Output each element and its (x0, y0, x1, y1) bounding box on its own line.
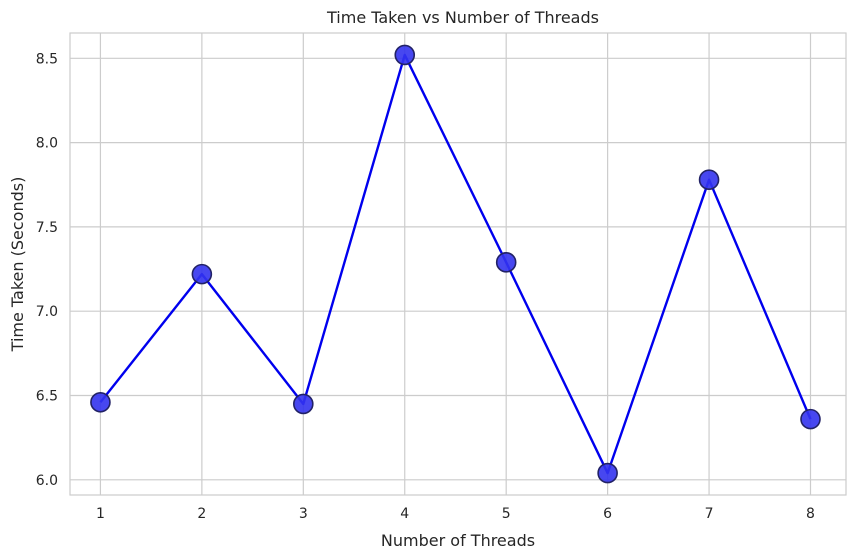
y-tick-label: 6.5 (36, 389, 58, 405)
data-point (293, 393, 314, 415)
x-tick-label: 4 (400, 506, 409, 522)
axes-frame (69, 32, 847, 496)
data-point (800, 408, 821, 430)
x-tick-label: 2 (197, 506, 206, 522)
x-tick-label: 6 (603, 506, 612, 522)
data-point (191, 263, 213, 285)
data-point (597, 462, 618, 484)
x-tick-labels: 1 2 3 4 5 6 7 8 (96, 506, 815, 522)
series-line (99, 53, 812, 475)
chart-title: Time Taken vs Number of Threads (326, 8, 599, 27)
series-line-group (99, 53, 812, 475)
grid (70, 33, 846, 495)
y-axis-label: Time Taken (Seconds) (8, 177, 27, 353)
data-point (90, 391, 111, 413)
x-tick-label: 3 (299, 506, 308, 522)
data-points (90, 44, 821, 484)
x-tick-label: 5 (502, 506, 511, 522)
y-tick-label: 8.0 (36, 136, 58, 152)
plot-area (70, 33, 846, 495)
y-tick-label: 7.0 (36, 304, 58, 320)
x-axis-label: Number of Threads (381, 531, 535, 550)
y-tick-label: 6.0 (36, 473, 58, 489)
y-tick-label: 8.5 (36, 51, 58, 67)
x-tick-label: 1 (96, 506, 105, 522)
y-tick-labels: 6.0 6.5 7.0 7.5 8.0 8.5 (36, 51, 58, 489)
y-tick-label: 7.5 (36, 220, 58, 236)
data-point (495, 252, 517, 273)
x-tick-label: 7 (705, 506, 714, 522)
data-point (394, 44, 416, 66)
data-point (698, 169, 720, 190)
x-tick-label: 8 (806, 506, 815, 522)
